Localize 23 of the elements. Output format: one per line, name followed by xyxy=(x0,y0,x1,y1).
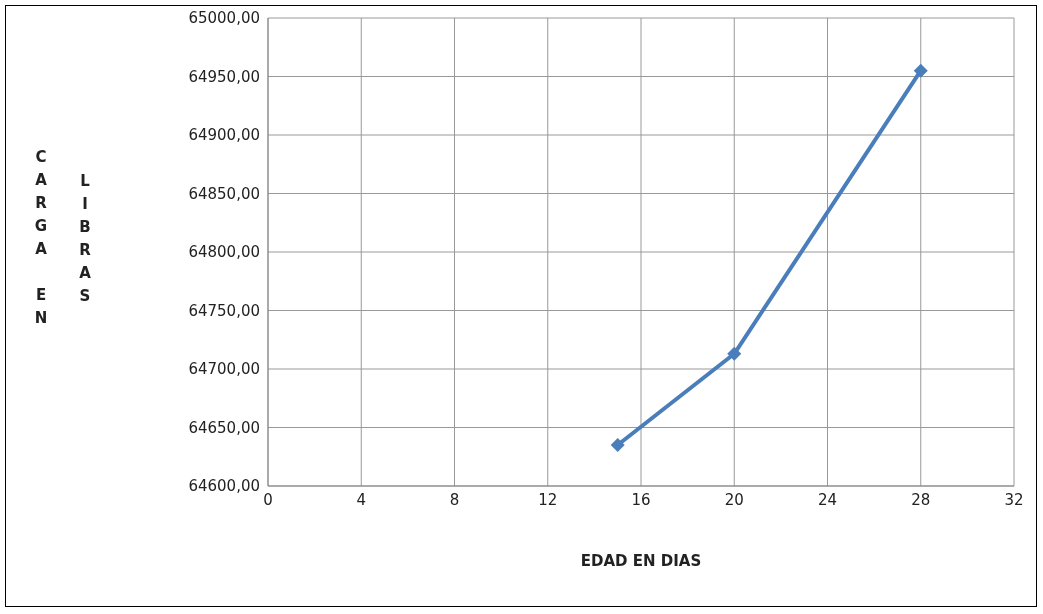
y-tick-label: 65000,00 xyxy=(188,9,260,28)
y-tick-label: 64800,00 xyxy=(188,243,260,262)
y-tick-label: 64600,00 xyxy=(188,477,260,496)
y-tick-label: 64700,00 xyxy=(188,360,260,379)
y-tick-label: 64650,00 xyxy=(188,418,260,437)
x-tick-label: 12 xyxy=(538,490,558,509)
x-tick-label: 0 xyxy=(263,490,273,509)
text: CARGA EN LIBRAS xyxy=(32,148,94,332)
y-tick-label: 64900,00 xyxy=(188,126,260,145)
x-tick-label: 20 xyxy=(724,490,744,509)
x-tick-label: 4 xyxy=(356,490,367,509)
x-tick-label: 32 xyxy=(1004,490,1024,509)
x-tick-label: 24 xyxy=(817,490,838,509)
y-tick-label: 64950,00 xyxy=(188,67,260,86)
y-tick-label: 64850,00 xyxy=(188,184,260,203)
x-tick-label: 16 xyxy=(631,490,651,509)
y-tick-label: 64750,00 xyxy=(188,301,260,320)
x-tick-label: 28 xyxy=(911,490,931,509)
point xyxy=(913,63,928,78)
x-axis-title: EDAD EN DIAS xyxy=(580,552,702,570)
point xyxy=(727,346,742,361)
x-tick-label: 8 xyxy=(449,490,460,509)
point xyxy=(610,438,625,453)
